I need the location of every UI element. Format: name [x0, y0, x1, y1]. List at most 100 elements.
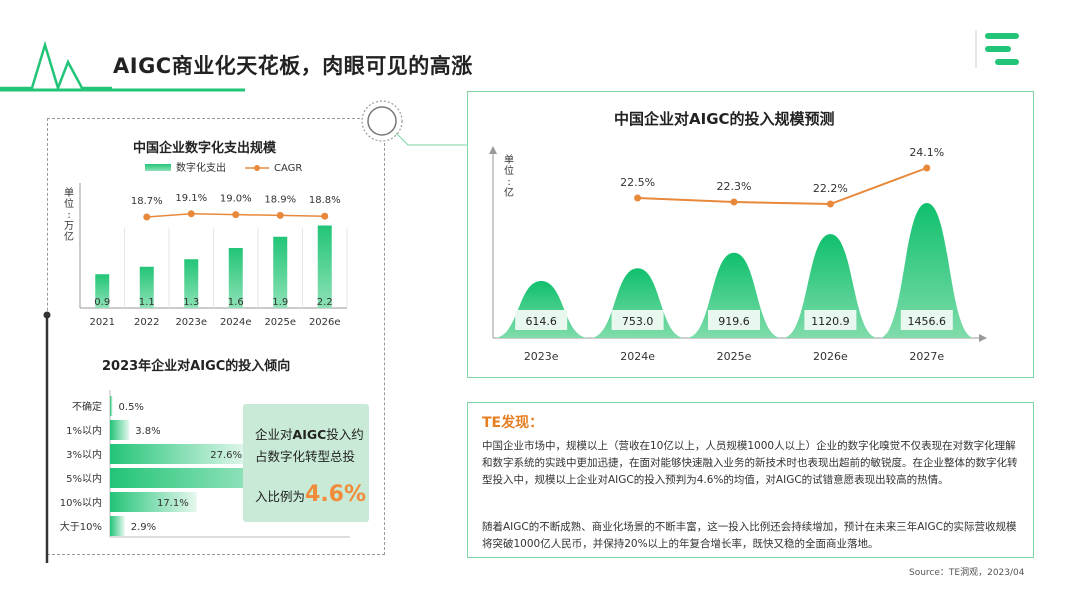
- y-axis-label-char: 单: [64, 187, 74, 199]
- aigc-forecast-chart: 单位:亿 614.6 2023e 753.0 2024e 22.5% 919.6 2025e 2…: [489, 146, 987, 363]
- legend-swatch-spending: [145, 164, 171, 171]
- x-tick-label: 2025e: [264, 317, 296, 328]
- cagr-label: 19.1%: [175, 193, 207, 204]
- forecast-value-box: [900, 310, 953, 330]
- forecast-value-label: 753.0: [622, 315, 654, 328]
- y-axis-label-char: 万: [64, 221, 74, 232]
- x-tick-label: 2026e: [309, 317, 341, 328]
- category-label: 不确定: [72, 400, 102, 413]
- x-tick-label: 2022: [134, 317, 159, 328]
- page-title: AIGC商业化天花板，肉眼可见的高涨: [113, 54, 473, 78]
- spending-bar-label: 1.1: [139, 297, 155, 308]
- tendency-bar: [110, 396, 113, 416]
- cagr-point: [232, 211, 240, 219]
- y-axis-label-char: 位: [64, 197, 74, 210]
- callout-value: 4.6%: [305, 482, 367, 507]
- brand-logo-icon: [975, 30, 1019, 68]
- tendency-bar-label: 17.1%: [157, 498, 189, 509]
- chart3-title: 中国企业对AIGC的投入规模预测: [614, 110, 835, 128]
- x-tick-label: 2023e: [175, 317, 207, 328]
- cagr-label: 18.7%: [131, 196, 163, 207]
- growth-rate-line: [637, 167, 928, 206]
- spending-bar-label: 0.9: [94, 297, 110, 308]
- cagr-label: 18.9%: [264, 194, 296, 205]
- corner-bracket-decoration: [43, 311, 51, 563]
- tendency-bar-label: 27.6%: [210, 450, 242, 461]
- category-label: 1%以内: [66, 424, 102, 437]
- callout-line2: 占数字化转型总投: [255, 449, 356, 464]
- cagr-label: 18.8%: [309, 195, 341, 206]
- forecast-value-label: 919.6: [718, 315, 750, 328]
- tendency-bar-label: 0.5%: [119, 402, 144, 413]
- spending-bar: [228, 248, 243, 308]
- spending-bar-label: 1.6: [228, 297, 244, 308]
- forecast-value-label: 1120.9: [811, 315, 850, 328]
- x-tick-label: 2024e: [220, 317, 252, 328]
- x-tick-label: 2024e: [620, 350, 655, 363]
- growth-rate-label: 24.1%: [909, 146, 944, 159]
- tendency-bar: [110, 444, 251, 464]
- source-note: Source：TE洞观，2023/04: [909, 568, 1025, 578]
- legend-label-cagr: CAGR: [274, 163, 302, 174]
- tendency-bar-label: 2.9%: [131, 522, 156, 533]
- forecast-value-box: [611, 310, 664, 330]
- te-findings-panel: [467, 402, 1034, 558]
- spending-bar: [95, 274, 110, 308]
- spending-bar-label: 1.9: [272, 297, 288, 308]
- cagr-point: [187, 210, 195, 218]
- x-tick-label: 2027e: [909, 350, 944, 363]
- y-axis-label-char: 单: [504, 154, 514, 166]
- growth-rate-point: [634, 194, 642, 202]
- x-tick-label: 2025e: [717, 350, 752, 363]
- y-axis-label-char: :: [67, 210, 70, 221]
- growth-rate-label: 22.3%: [717, 180, 752, 193]
- chart2-title: 2023年企业对AIGC的投入倾向: [102, 359, 291, 374]
- cagr-point: [276, 211, 284, 219]
- category-label: 大于10%: [60, 520, 102, 533]
- forecast-value-label: 614.6: [525, 315, 557, 328]
- aigc-tendency-chart: 不确定0.5%1%以内3.8%3%以内27.6%5%以内48.1%10%以内17…: [60, 390, 354, 538]
- digital-spending-chart: 数字化支出 CAGR 单位:万亿 0.9 2021 1.1 2022 18.7% 1.3 2023…: [64, 161, 348, 328]
- chart1-title: 中国企业数字化支出规模: [133, 141, 277, 156]
- y-axis-label-char: 亿: [504, 186, 514, 199]
- tendency-bar-label: 3.8%: [135, 426, 160, 437]
- cagr-point: [143, 213, 151, 221]
- x-tick-label: 2021: [90, 317, 115, 328]
- growth-rate-label: 22.5%: [620, 176, 655, 189]
- growth-rate-point: [923, 164, 931, 172]
- x-tick-label: 2026e: [813, 350, 848, 363]
- spending-bar: [273, 236, 288, 308]
- cagr-point: [321, 212, 329, 220]
- forecast-value-box: [515, 310, 568, 330]
- tendency-bar: [110, 516, 125, 536]
- forecast-value-box: [708, 310, 760, 330]
- tendency-bar: [110, 492, 197, 512]
- legend-label-spending: 数字化支出: [176, 161, 226, 174]
- callout-line3: 入比例为4.6%: [255, 482, 367, 507]
- y-axis-label-char: 位: [504, 164, 514, 177]
- category-label: 10%以内: [60, 496, 102, 509]
- header-underline: [0, 88, 245, 92]
- y-axis-arrow: [489, 146, 497, 154]
- forecast-value-label: 1456.6: [908, 315, 947, 328]
- y-axis-label-char: 亿: [64, 230, 74, 243]
- x-axis-arrow: [979, 334, 987, 342]
- growth-rate-label: 22.2%: [813, 182, 848, 195]
- spending-bar: [317, 225, 332, 308]
- legend-dot-cagr: [254, 165, 260, 171]
- y-axis-label-char: :: [507, 177, 510, 188]
- growth-rate-point: [826, 200, 834, 208]
- forecast-area-peak: [878, 203, 975, 338]
- te-title: TE发现：: [482, 415, 544, 431]
- category-label: 5%以内: [66, 472, 102, 485]
- spending-bar: [139, 266, 154, 308]
- forecast-panel: [467, 91, 1034, 378]
- callout-line1: 企业对AIGC投入约: [255, 427, 364, 442]
- te-paragraph-2: 随着AIGC的不断成熟、商业化场景的不断丰富，这一投入比例还会持续增加，预计在未…: [482, 521, 1017, 550]
- spending-bar-label: 1.3: [183, 297, 199, 308]
- forecast-value-box: [804, 310, 857, 330]
- header-pulse-decoration: [0, 40, 112, 92]
- aigc-ratio-callout: 企业对AIGC投入约 占数字化转型总投 入比例为4.6%: [243, 404, 369, 522]
- spending-bar-label: 2.2: [317, 297, 333, 308]
- tendency-bar: [110, 420, 130, 440]
